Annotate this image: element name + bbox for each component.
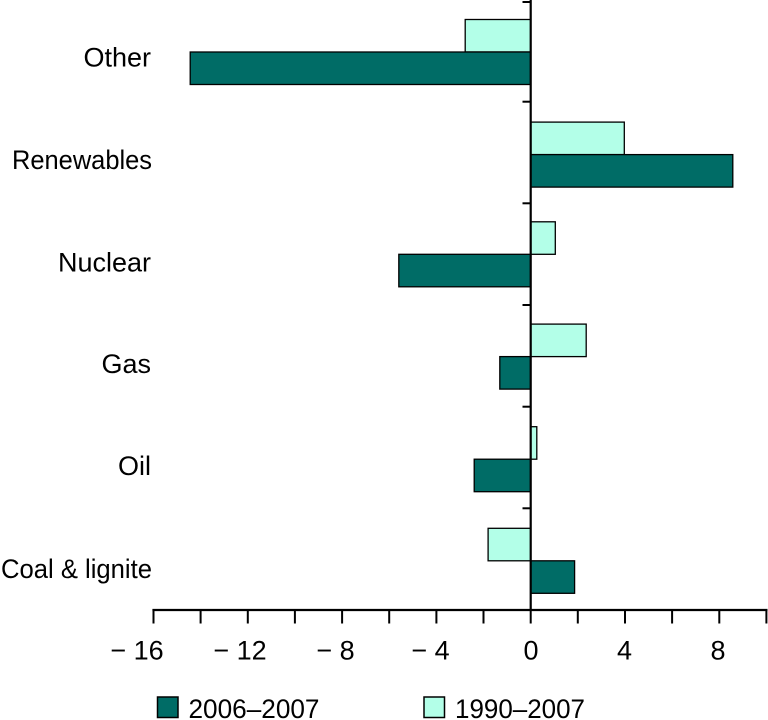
svg-text:1990–2007: 1990–2007: [455, 694, 585, 720]
svg-text:− 8: − 8: [316, 636, 354, 666]
svg-text:4: 4: [617, 636, 632, 666]
svg-text:2006–2007: 2006–2007: [189, 694, 320, 720]
svg-text:0: 0: [523, 636, 538, 666]
svg-text:− 16: − 16: [110, 636, 163, 666]
svg-text:− 12: − 12: [213, 636, 266, 666]
svg-text:− 4: − 4: [411, 636, 449, 666]
svg-text:Oil: Oil: [118, 451, 151, 481]
svg-text:Coal & lignite: Coal & lignite: [1, 554, 152, 584]
svg-text:Renewables: Renewables: [12, 145, 152, 175]
svg-text:Gas: Gas: [101, 349, 151, 379]
svg-text:Nuclear: Nuclear: [58, 248, 151, 278]
svg-text:8: 8: [710, 636, 725, 666]
svg-text:Other: Other: [83, 43, 151, 73]
